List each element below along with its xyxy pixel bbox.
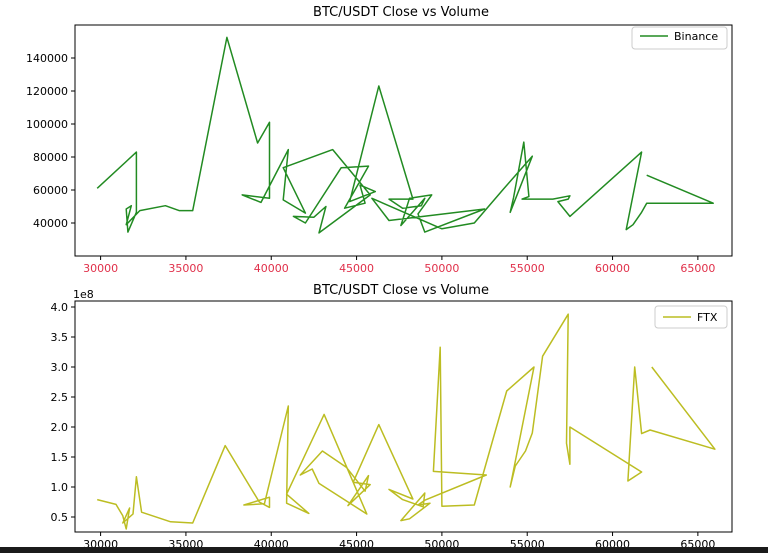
bottom-x-tick-label: 45000 xyxy=(339,538,374,547)
top-chart-title: BTC/USDT Close vs Volume xyxy=(313,5,489,20)
top-x-tick-label: 50000 xyxy=(424,262,459,275)
bottom-x-tick-label: 35000 xyxy=(168,538,203,547)
window-bottom-edge xyxy=(0,547,768,553)
top-series-group xyxy=(96,36,714,234)
bottom-legend-label: FTX xyxy=(697,311,718,324)
bottom-x-axis: 30000 35000 40000 45000 50000 55000 60000 65000 xyxy=(83,532,715,547)
bottom-x-tick-label: 30000 xyxy=(83,538,118,547)
top-x-axis: 30000 35000 40000 45000 50000 55000 60000 65000 xyxy=(83,256,715,275)
bottom-series-group xyxy=(97,313,716,530)
bottom-y-tick-label: 3.0 xyxy=(51,361,69,374)
bottom-y-tick-label: 3.5 xyxy=(51,331,69,344)
top-legend: Binance xyxy=(631,26,728,50)
top-x-tick-label: 30000 xyxy=(83,262,118,275)
bottom-x-tick-label: 50000 xyxy=(424,538,459,547)
top-chart-panel: BTC/USDT Close vs Volume 40000 60000 80000… xyxy=(26,5,733,275)
top-y-tick-label: 120000 xyxy=(26,85,68,98)
bottom-plot-frame xyxy=(74,300,733,533)
bottom-y-tick-label: 2.0 xyxy=(51,421,69,434)
bottom-legend: FTX xyxy=(654,305,728,329)
top-series-line-binance xyxy=(96,36,714,234)
top-y-axis: 40000 60000 80000 100000 120000 140000 xyxy=(26,52,75,230)
bottom-y-tick-label: 1.5 xyxy=(51,451,69,464)
bottom-y-tick-label: 2.5 xyxy=(51,391,69,404)
bottom-y-tick-label: 1.0 xyxy=(51,481,69,494)
bottom-x-tick-label: 65000 xyxy=(680,538,715,547)
bottom-x-tick-label: 55000 xyxy=(510,538,545,547)
top-x-tick-label: 55000 xyxy=(510,262,545,275)
top-legend-label: Binance xyxy=(674,30,718,43)
top-x-tick-label: 65000 xyxy=(680,262,715,275)
bottom-y-tick-label: 0.5 xyxy=(51,511,69,524)
top-y-tick-label: 80000 xyxy=(33,151,68,164)
bottom-y-offset-text: 1e8 xyxy=(73,288,94,301)
bottom-y-axis: 0.5 1.0 1.5 2.0 2.5 3.0 3.5 4.0 xyxy=(51,301,75,524)
bottom-y-tick-label: 4.0 xyxy=(51,301,69,314)
bottom-chart-title: BTC/USDT Close vs Volume xyxy=(313,283,489,298)
bottom-x-tick-label: 40000 xyxy=(254,538,289,547)
bottom-x-tick-label: 60000 xyxy=(595,538,630,547)
top-y-tick-label: 100000 xyxy=(26,118,68,131)
bottom-chart-panel: BTC/USDT Close vs Volume 1e8 0.5 1.0 1.5 2.… xyxy=(51,283,733,547)
top-y-tick-label: 60000 xyxy=(33,184,68,197)
top-x-tick-label: 45000 xyxy=(339,262,374,275)
top-x-tick-label: 60000 xyxy=(595,262,630,275)
top-legend-box xyxy=(631,26,728,50)
top-y-tick-label: 40000 xyxy=(33,217,68,230)
top-plot-frame xyxy=(74,24,733,257)
bottom-series-line-ftx xyxy=(97,313,716,530)
top-x-tick-label: 35000 xyxy=(168,262,203,275)
top-x-tick-label: 40000 xyxy=(254,262,289,275)
top-y-tick-label: 140000 xyxy=(26,52,68,65)
